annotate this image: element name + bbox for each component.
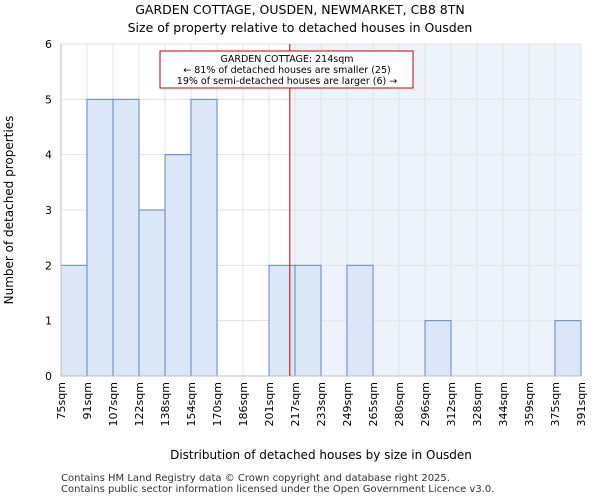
y-tick-label: 6 (45, 38, 52, 51)
x-tick-label: 91sqm (81, 382, 94, 419)
x-tick-label: 138sqm (159, 382, 172, 426)
x-tick-label: 375sqm (549, 382, 562, 426)
x-axis-label: Distribution of detached houses by size … (170, 448, 472, 462)
x-tick-label: 359sqm (523, 382, 536, 426)
bar (112, 98, 140, 377)
x-tick-label: 201sqm (263, 382, 276, 426)
bar (190, 98, 218, 377)
x-tick-label: 249sqm (341, 382, 354, 426)
bar (164, 154, 192, 377)
annotation-line-2: ← 81% of detached houses are smaller (25… (183, 65, 390, 76)
y-tick-label: 3 (45, 204, 52, 217)
annotation-line-1: GARDEN COTTAGE: 214sqm (221, 54, 354, 65)
y-axis-label: Number of detached properties (2, 116, 16, 305)
bar (424, 320, 452, 377)
x-tick-label: 280sqm (393, 382, 406, 426)
x-tick-label: 328sqm (471, 382, 484, 426)
x-tick-label: 233sqm (315, 382, 328, 426)
chart-subtitle: Size of property relative to detached ho… (127, 20, 473, 35)
x-tick-label: 265sqm (367, 382, 380, 426)
x-tick-label: 122sqm (133, 382, 146, 426)
x-tick-label: 296sqm (419, 382, 432, 426)
x-tick-label: 75sqm (55, 382, 68, 419)
annotation-line-3: 19% of semi-detached houses are larger (… (177, 76, 397, 87)
x-tick-label: 217sqm (289, 382, 302, 426)
bar (268, 264, 296, 377)
x-tick-label: 170sqm (211, 382, 224, 426)
x-tick-label: 312sqm (445, 382, 458, 426)
y-tick-label: 0 (45, 370, 52, 383)
footer-line-1: Contains HM Land Registry data © Crown c… (61, 473, 450, 484)
y-tick-label: 2 (45, 259, 52, 272)
bar (554, 320, 582, 377)
y-tick-label: 4 (45, 149, 52, 162)
annotation-box (159, 50, 414, 89)
bar (346, 264, 374, 377)
x-tick-label: 344sqm (497, 382, 510, 426)
chart-title: GARDEN COTTAGE, OUSDEN, NEWMARKET, CB8 8… (135, 2, 465, 17)
bar (138, 209, 166, 377)
bar (294, 264, 322, 377)
y-tick-label: 5 (45, 93, 52, 106)
bar (86, 98, 114, 377)
footer-line-2: Contains public sector information licen… (61, 484, 495, 495)
x-tick-label: 186sqm (237, 382, 250, 426)
x-tick-label: 391sqm (575, 382, 588, 426)
bar (60, 264, 88, 377)
y-tick-label: 1 (45, 315, 52, 328)
x-tick-label: 154sqm (185, 382, 198, 426)
x-tick-label: 107sqm (107, 382, 120, 426)
